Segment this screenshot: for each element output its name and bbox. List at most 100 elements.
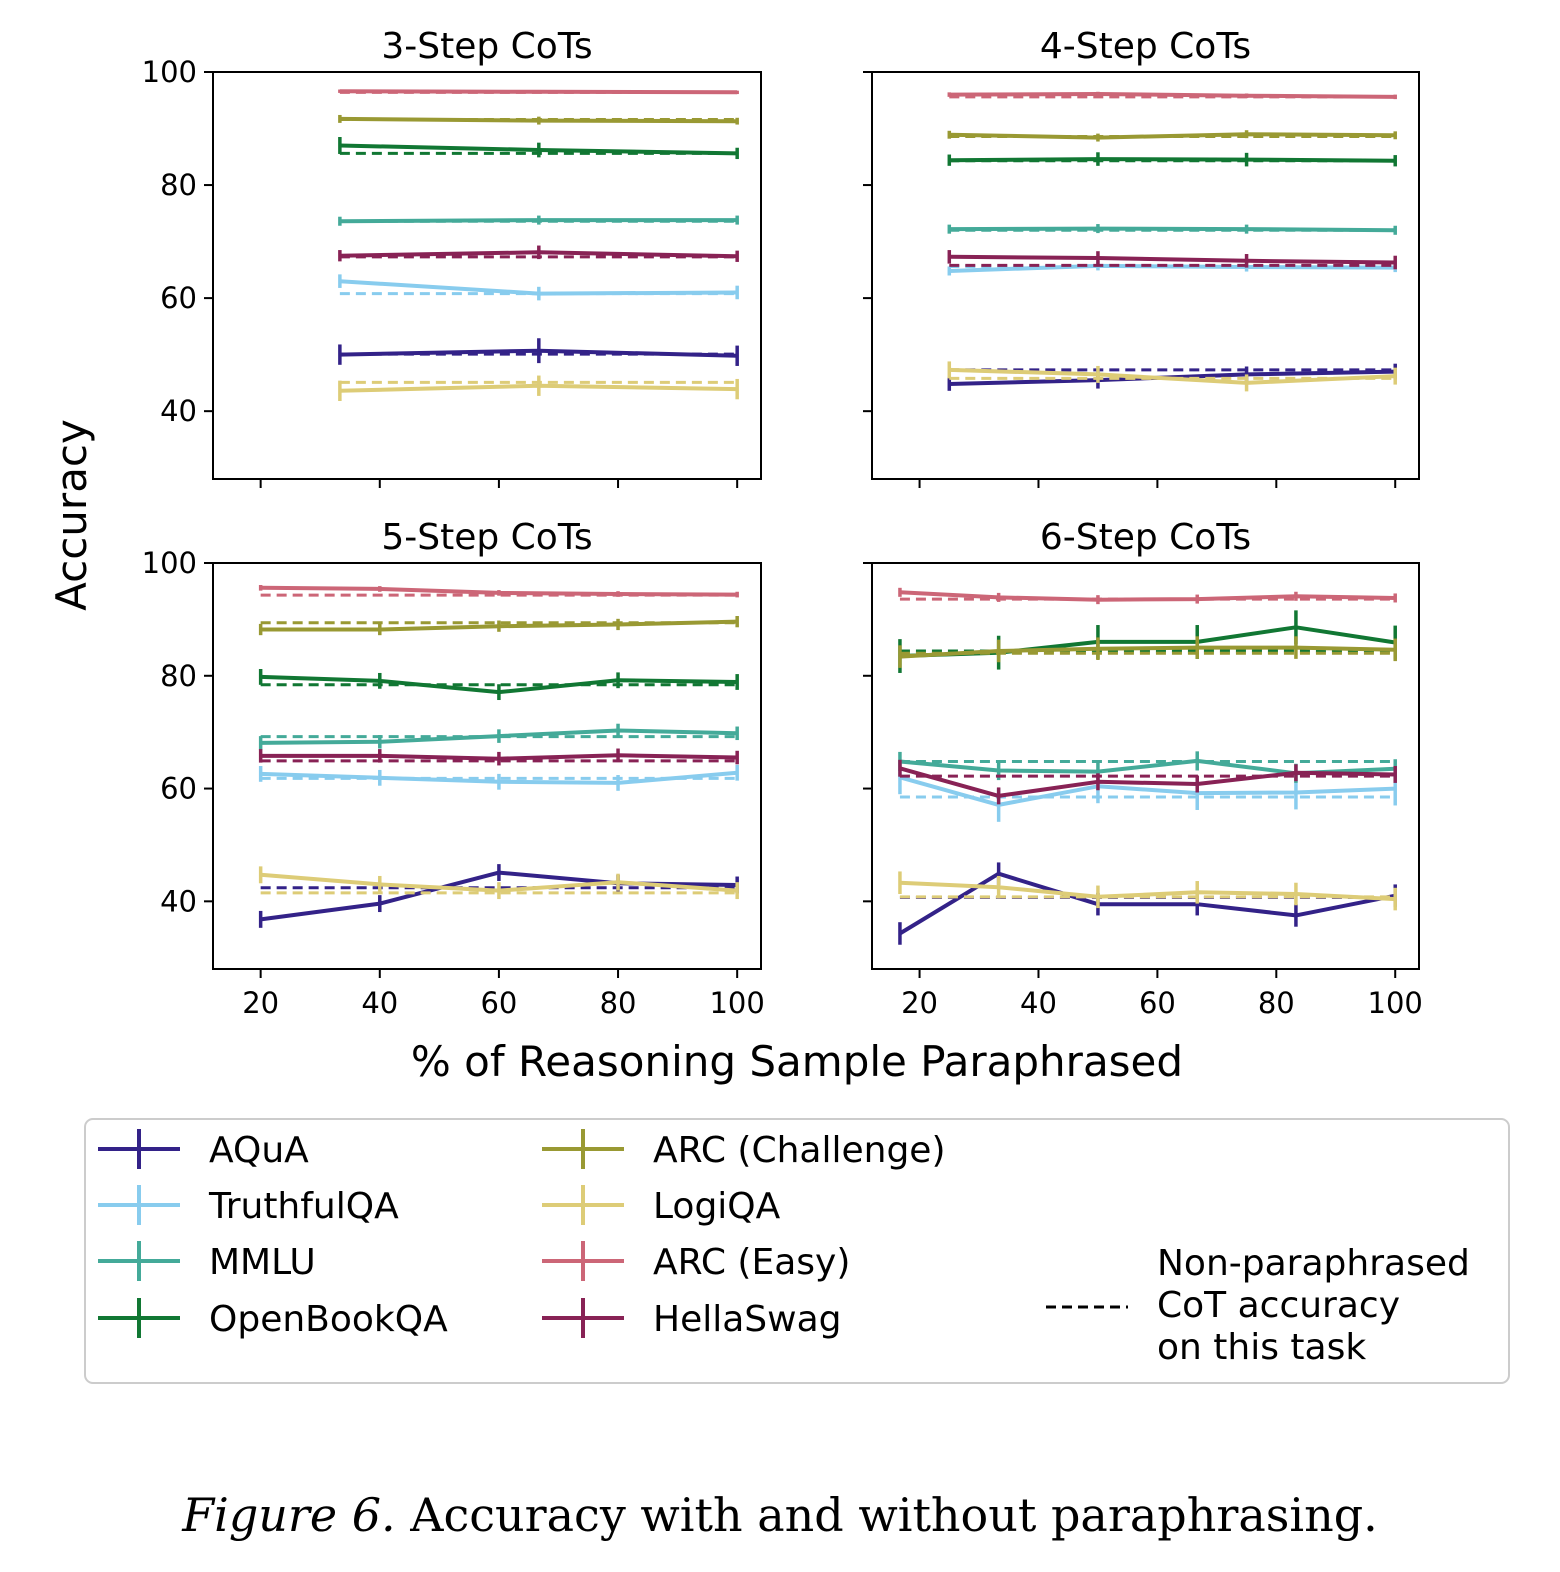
- x-tick-label: 40: [361, 986, 398, 1020]
- legend-item-hellaswag: HellaSwag: [542, 1298, 842, 1340]
- series-aqua: [898, 862, 1397, 945]
- series-line-hellaswag: [949, 254, 1396, 265]
- series-line-truthfulqa: [899, 775, 1396, 807]
- series-arc-easy: [898, 587, 1397, 605]
- x-tick-label: 80: [1258, 986, 1295, 1020]
- series-line-logiqa: [899, 880, 1396, 902]
- plot-frame: [871, 562, 1420, 970]
- panel-title: 4-Step CoTs: [1040, 26, 1251, 67]
- legend: AQuA TruthfulQA MMLU OpenBookQA ARC (Challen…: [84, 1118, 1510, 1384]
- series-mmlu: [258, 723, 739, 750]
- series-line-aqua: [898, 871, 1396, 936]
- series-arc-challenge: [338, 114, 739, 125]
- legend-label: OpenBookQA: [209, 1299, 448, 1340]
- series-line-truthfulqa: [949, 263, 1396, 273]
- series-line-openbookqa: [949, 157, 1396, 163]
- series-truthfulqa: [258, 764, 739, 791]
- panel-title: 6-Step CoTs: [1040, 517, 1251, 558]
- y-tick-label: 80: [160, 659, 197, 693]
- series-line-logiqa: [949, 367, 1396, 385]
- legend-item-truthfulqa: TruthfulQA: [98, 1185, 399, 1227]
- caption-text: Accuracy with and without paraphrasing.: [410, 1488, 1378, 1542]
- series-arc-easy: [258, 584, 739, 598]
- series-logiqa: [947, 361, 1397, 392]
- series-line-arc-easy: [949, 92, 1396, 99]
- figure-caption: Figure 6. Accuracy with and without para…: [0, 1488, 1560, 1542]
- legend-item-arc-challenge: ARC (Challenge): [542, 1129, 946, 1171]
- series-openbookqa: [898, 610, 1397, 673]
- series-openbookqa: [338, 137, 739, 160]
- legend-baseline-label-line: on this task: [1157, 1327, 1366, 1368]
- caption-label: Figure 6.: [182, 1488, 396, 1542]
- legend-item-aqua: AQuA: [98, 1129, 309, 1171]
- series-logiqa: [898, 871, 1397, 911]
- legend-label: MMLU: [209, 1242, 316, 1283]
- legend-item-mmlu: MMLU: [98, 1241, 316, 1283]
- series-mmlu: [338, 215, 739, 226]
- legend-frame: [84, 1118, 1510, 1384]
- chart-panels: 3-Step CoTs 40 60 80 100 4-Step CoTs 5-Step Co…: [142, 26, 1423, 1020]
- legend-label: HellaSwag: [653, 1299, 842, 1340]
- x-tick-label: 60: [480, 986, 517, 1020]
- y-tick-label: 60: [160, 772, 197, 806]
- series-logiqa: [258, 866, 739, 900]
- series-aqua: [338, 338, 739, 366]
- plot-frame: [871, 71, 1420, 480]
- series-line-mmlu: [949, 226, 1396, 233]
- series-line-arc-easy: [899, 590, 1396, 602]
- y-tick-label: 100: [142, 546, 197, 580]
- y-tick-label: 80: [160, 168, 197, 202]
- panel-title: 3-Step CoTs: [381, 26, 592, 67]
- plot-frame: [212, 562, 762, 970]
- x-tick-label: 100: [1368, 986, 1423, 1020]
- series-line-hellaswag: [899, 766, 1396, 798]
- series-arc-challenge: [898, 636, 1397, 668]
- legend-label: ARC (Challenge): [653, 1130, 946, 1171]
- legend-item-logiqa: LogiQA: [542, 1185, 781, 1227]
- panel-3-step-cots: 3-Step CoTs 40 60 80 100: [142, 26, 762, 488]
- legend-item-arc-easy: ARC (Easy): [542, 1241, 850, 1283]
- series-truthfulqa: [338, 274, 739, 301]
- series-hellaswag: [947, 250, 1397, 270]
- plot-frame: [212, 71, 762, 480]
- panel-5-step-cots: 5-Step CoTs 40 60 80 100 20 40 60 80 100: [142, 517, 765, 1020]
- legend-label: ARC (Easy): [653, 1242, 850, 1283]
- x-tick-label: 60: [1139, 986, 1176, 1020]
- series-mmlu: [947, 224, 1397, 235]
- series-line-arc-challenge: [899, 645, 1396, 659]
- y-tick-label: 60: [160, 281, 197, 315]
- legend-baseline-label-line: Non-paraphrased: [1157, 1243, 1470, 1284]
- legend-label: LogiQA: [653, 1186, 781, 1227]
- panel-title: 5-Step CoTs: [381, 517, 592, 558]
- series-hellaswag: [898, 759, 1397, 805]
- series-arc-easy: [947, 91, 1397, 100]
- series-logiqa: [338, 375, 739, 401]
- y-axis-label: Accuracy: [47, 419, 96, 611]
- legend-label: AQuA: [209, 1130, 309, 1171]
- series-openbookqa: [947, 152, 1397, 167]
- figure-canvas: 3-Step CoTs 40 60 80 100 4-Step CoTs 5-Step Co…: [47, 26, 1510, 1384]
- x-tick-label: 40: [1020, 986, 1057, 1020]
- x-tick-label: 20: [242, 986, 279, 1020]
- panel-6-step-cots: 6-Step CoTs 20 40 60 80 100: [863, 517, 1423, 1020]
- y-tick-label: 40: [160, 394, 197, 428]
- panel-4-step-cots: 4-Step CoTs: [863, 26, 1420, 488]
- series-openbookqa: [258, 669, 739, 701]
- legend-label: TruthfulQA: [208, 1186, 399, 1227]
- series-arc-challenge: [947, 130, 1397, 142]
- y-tick-label: 100: [142, 55, 197, 89]
- series-line-arc-challenge: [949, 132, 1396, 140]
- series-arc-challenge: [258, 616, 739, 636]
- series-arc-easy: [338, 89, 739, 95]
- x-tick-label: 20: [901, 986, 938, 1020]
- series-hellaswag: [338, 245, 739, 262]
- x-tick-label: 100: [709, 986, 764, 1020]
- y-tick-label: 40: [160, 884, 197, 918]
- legend-item-openbookqa: OpenBookQA: [98, 1298, 448, 1340]
- legend-baseline-label-line: CoT accuracy: [1157, 1285, 1400, 1326]
- x-tick-label: 80: [600, 986, 637, 1020]
- series-mmlu: [898, 751, 1397, 783]
- series-hellaswag: [258, 748, 739, 766]
- x-axis-label: % of Reasoning Sample Paraphrased: [411, 1037, 1183, 1086]
